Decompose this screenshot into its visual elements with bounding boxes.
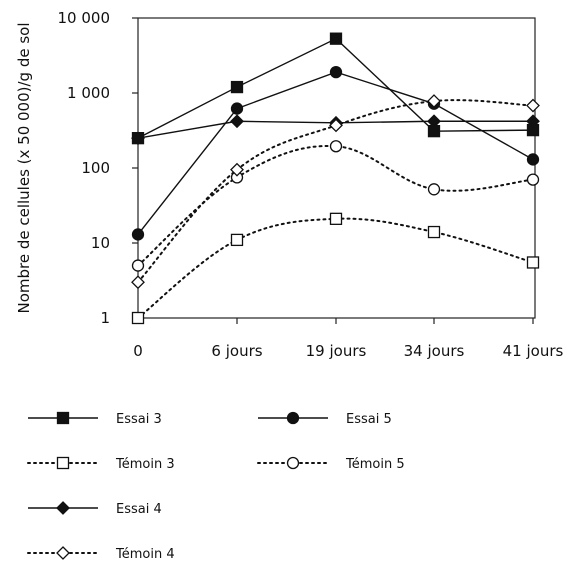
- legend-item: Témoin 4: [27, 546, 175, 562]
- y-tick-label: 1 000: [67, 84, 110, 102]
- series-line: [137, 71, 534, 235]
- data-point: [427, 183, 441, 196]
- legend-marker: [56, 456, 70, 470]
- data-point: [526, 98, 540, 113]
- data-point: [526, 173, 540, 186]
- x-tick-label: 19 jours: [306, 342, 367, 360]
- data-point: [329, 65, 343, 79]
- data-point: [329, 32, 343, 45]
- legend-label: Essai 4: [116, 502, 162, 517]
- data-point: [427, 94, 441, 109]
- legend-label: Témoin 3: [115, 457, 175, 472]
- legend-item: Témoin 5: [257, 456, 405, 472]
- data-point: [427, 225, 441, 239]
- data-point: [526, 256, 540, 269]
- data-point: [329, 118, 343, 133]
- legend-item: Essai 5: [258, 411, 392, 427]
- data-point: [230, 233, 244, 247]
- series-line: [137, 145, 534, 267]
- data-point: [526, 153, 540, 166]
- y-axis-ticks: 1 10 100 1 000 10 000: [58, 9, 138, 327]
- y-tick-label: 10: [91, 234, 110, 252]
- data-point: [131, 275, 145, 290]
- legend-item: Essai 4: [28, 501, 162, 517]
- data-point: [131, 311, 145, 325]
- legend: Essai 3 Essai 5 Témoin 3 Témoin 5 Essai 4 Tém…: [27, 411, 405, 562]
- data-point: [131, 259, 145, 272]
- series-temoin-5: [131, 140, 540, 272]
- data-point: [329, 212, 343, 225]
- data-point: [427, 114, 441, 129]
- x-tick-label: 0: [133, 342, 143, 360]
- legend-label: Témoin 4: [115, 547, 175, 562]
- y-tick-label: 100: [81, 159, 110, 177]
- legend-marker: [56, 411, 70, 425]
- legend-label: Essai 5: [346, 412, 392, 427]
- legend-marker: [286, 411, 300, 425]
- y-axis-label: Nombre de cellules (x 50 000)/g de sol: [15, 22, 33, 313]
- y-tick-label: 1: [100, 309, 110, 327]
- x-tick-label: 6 jours: [211, 342, 262, 360]
- data-point: [526, 114, 540, 129]
- legend-item: Essai 3: [28, 411, 162, 427]
- data-point: [230, 80, 244, 94]
- legend-marker: [56, 501, 70, 515]
- legend-label: Essai 3: [116, 412, 162, 427]
- series-temoin-4: [131, 94, 540, 290]
- data-point: [131, 131, 145, 146]
- series-temoin-3: [131, 212, 540, 325]
- data-point: [230, 162, 244, 177]
- data-point: [230, 102, 244, 115]
- legend-marker: [286, 456, 300, 470]
- legend-label: Témoin 5: [345, 457, 405, 472]
- x-axis-ticks: 0 6 jours 19 jours 34 jours 41 jours: [133, 318, 564, 360]
- series-layer: [131, 32, 540, 325]
- series-line: [137, 217, 534, 319]
- y-tick-label: 10 000: [58, 9, 111, 27]
- x-tick-label: 41 jours: [503, 342, 564, 360]
- plot-area: [137, 17, 536, 319]
- data-point: [329, 140, 343, 153]
- legend-item: Témoin 3: [27, 456, 175, 472]
- legend-marker: [56, 546, 70, 560]
- data-point: [230, 114, 244, 129]
- data-point: [131, 228, 145, 241]
- x-tick-label: 34 jours: [404, 342, 465, 360]
